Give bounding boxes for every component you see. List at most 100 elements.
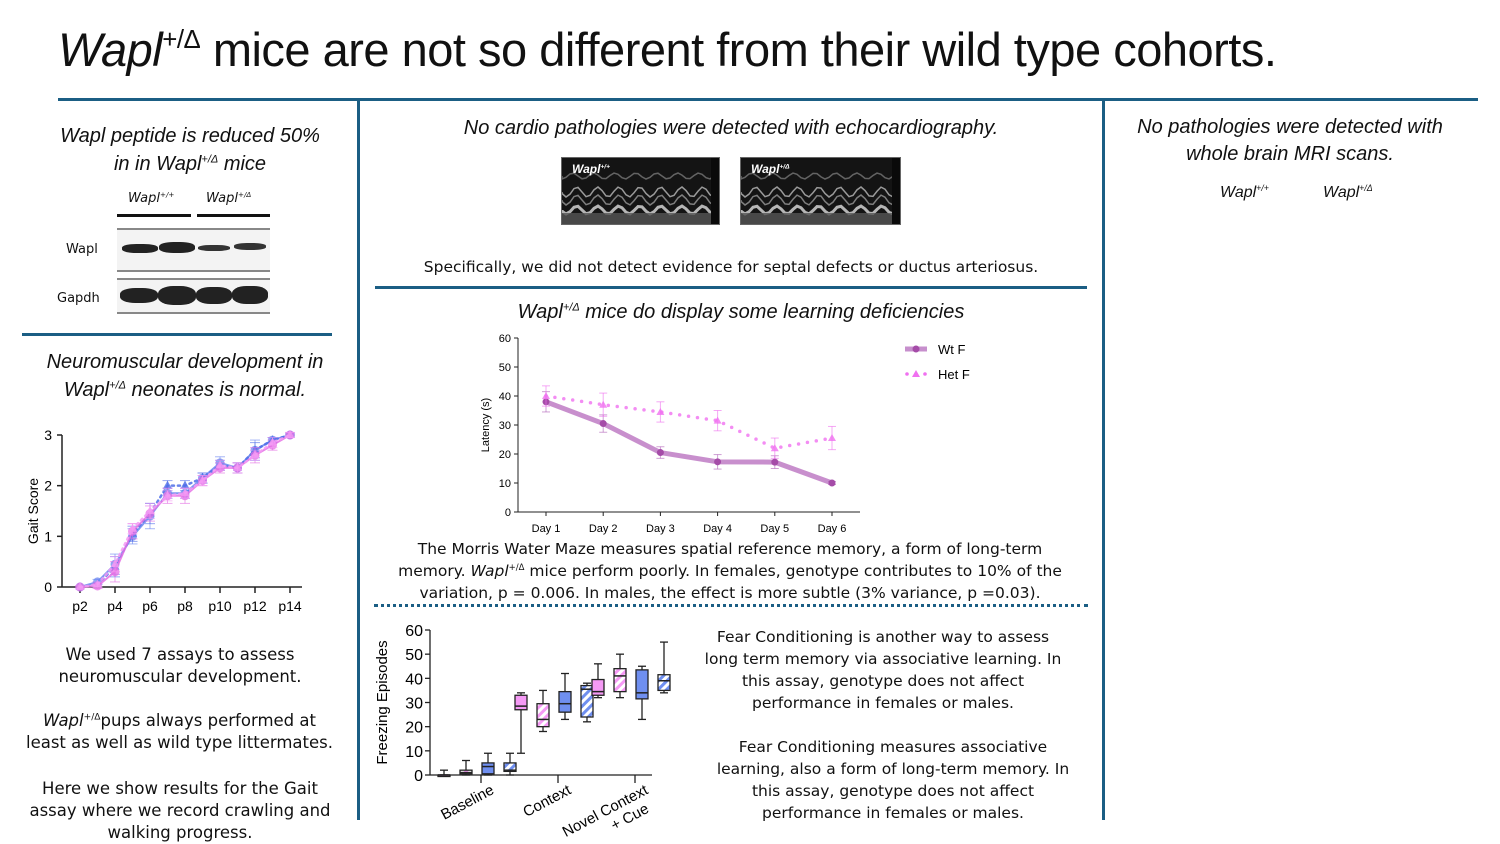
box: [580, 684, 594, 718]
y-axis-label: Freezing Episodes: [374, 640, 391, 764]
y-tick-label: 0: [414, 768, 423, 785]
echo-wave: [562, 194, 719, 206]
y-tick-label: 3: [44, 427, 52, 443]
y-tick-label: 60: [499, 333, 511, 345]
blot-col-het: Wapl+/Δ: [206, 190, 252, 206]
series-het-f: [542, 385, 836, 459]
echo-scale: [711, 158, 719, 224]
dotted-divider: [374, 604, 1088, 607]
data-point: [128, 523, 137, 532]
cardio-caption: Specifically, we did not detect evidence…: [423, 258, 1039, 276]
data-point: [599, 400, 608, 408]
legend-swatch: [923, 372, 927, 376]
x-tick-label: Day 3: [646, 523, 675, 535]
data-point: [268, 437, 277, 446]
column-divider-right: [1102, 100, 1105, 820]
x-tick-label: Context: [520, 781, 574, 821]
echo-scale: [892, 158, 900, 224]
box-f-het: [459, 759, 473, 776]
legend-item: Het F: [905, 367, 970, 382]
box-m-het: [503, 752, 517, 776]
y-tick-label: 30: [499, 420, 511, 432]
box-f-wt: [437, 769, 451, 778]
neuro-paragraph-3: Here we show results for the Gait assay …: [29, 779, 331, 842]
western-heading: Wapl peptide is reduced 50% in in Wapl+/…: [60, 125, 320, 175]
x-tick-label: Baseline: [438, 782, 497, 824]
echo-wave: [562, 186, 719, 198]
y-tick-label: 20: [405, 720, 423, 737]
blot-wapl-image: [117, 228, 270, 272]
data-point: [93, 579, 102, 588]
box: [514, 694, 528, 711]
series-3: [75, 430, 295, 590]
blot-bar-wt: [117, 214, 191, 217]
left-section-divider: [22, 333, 332, 336]
echo-wave: [741, 194, 898, 206]
data-point: [198, 475, 207, 484]
x-tick-label: Day 2: [589, 523, 618, 535]
x-tick-label: p12: [243, 598, 267, 614]
box-f-wt: [591, 663, 605, 699]
echo-wave: [741, 186, 898, 198]
data-point: [656, 407, 665, 415]
mri-heading: No pathologies were detected with whole …: [1137, 116, 1443, 165]
x-tick-label: p8: [177, 598, 193, 614]
legend-label: Het F: [938, 367, 970, 382]
learning-heading: Wapl+/Δ mice do display some learning de…: [517, 301, 965, 323]
data-point: [770, 444, 779, 452]
box: [635, 669, 649, 700]
data-point: [180, 488, 190, 497]
y-tick-label: 0: [505, 507, 511, 519]
data-point: [163, 490, 172, 499]
title-divider: [58, 98, 1478, 101]
learning-description: The Morris Water Maze measures spatial r…: [398, 540, 1062, 602]
column-divider-left: [357, 100, 360, 820]
data-point: [713, 416, 722, 424]
data-point: [233, 462, 242, 471]
echo-wave: [741, 172, 898, 180]
data-point: [250, 450, 260, 459]
data-point: [542, 392, 550, 399]
blot-bar-het: [197, 214, 270, 217]
data-point: [599, 420, 607, 428]
y-axis-label: Gait Score: [25, 478, 41, 544]
y-tick-label: 2: [44, 478, 52, 494]
neuro-paragraph-2: Wapl+/Δpups always performed at least as…: [25, 711, 333, 752]
series-2: [75, 430, 295, 592]
box-m-wt: [481, 752, 495, 776]
y-tick-label: 10: [405, 744, 423, 761]
box: [503, 762, 517, 773]
legend-label: Wt F: [938, 342, 965, 357]
box-f-het: [613, 653, 627, 699]
box: [613, 668, 627, 693]
x-tick-label: p10: [208, 598, 232, 614]
neuro-heading: Neuromuscular development in Wapl+/Δ neo…: [46, 351, 324, 401]
echo-label-het: Wapl+/Δ: [751, 162, 790, 176]
gait-chart: 0 1 2 3 p2 p4 p6 p8 p10 p12 p14 Gait Score: [25, 427, 302, 614]
page-title: Wapl+/Δ mice are not so different from t…: [58, 23, 1277, 76]
echo-image-wt: Wapl+/+: [561, 157, 720, 225]
blot-row-gapdh: Gapdh: [57, 291, 100, 306]
data-point: [75, 582, 85, 590]
series-0: [75, 430, 295, 592]
legend-swatch: [905, 372, 909, 376]
echo-wave: [562, 172, 719, 180]
box: [558, 690, 572, 713]
data-point: [771, 458, 779, 466]
echo-tissue: [562, 213, 719, 224]
data-point: [163, 480, 172, 489]
series-line: [544, 394, 834, 451]
legend-swatch: [912, 345, 920, 353]
cardio-heading: No cardio pathologies were detected with…: [463, 117, 999, 139]
box-f-wt: [514, 692, 528, 754]
data-point: [285, 430, 295, 438]
series-wt-f: [542, 391, 836, 487]
data-point: [110, 559, 120, 568]
data-point: [215, 460, 225, 469]
data-point: [145, 506, 155, 514]
x-tick-label: Novel Context+ Cue: [560, 781, 660, 844]
mri-col-wt: Wapl+/+: [1220, 182, 1269, 201]
data-point: [714, 458, 722, 466]
fear-paragraph-2: Fear Conditioning measures associative l…: [716, 738, 1070, 822]
y-axis-label: Latency (s): [480, 398, 492, 452]
